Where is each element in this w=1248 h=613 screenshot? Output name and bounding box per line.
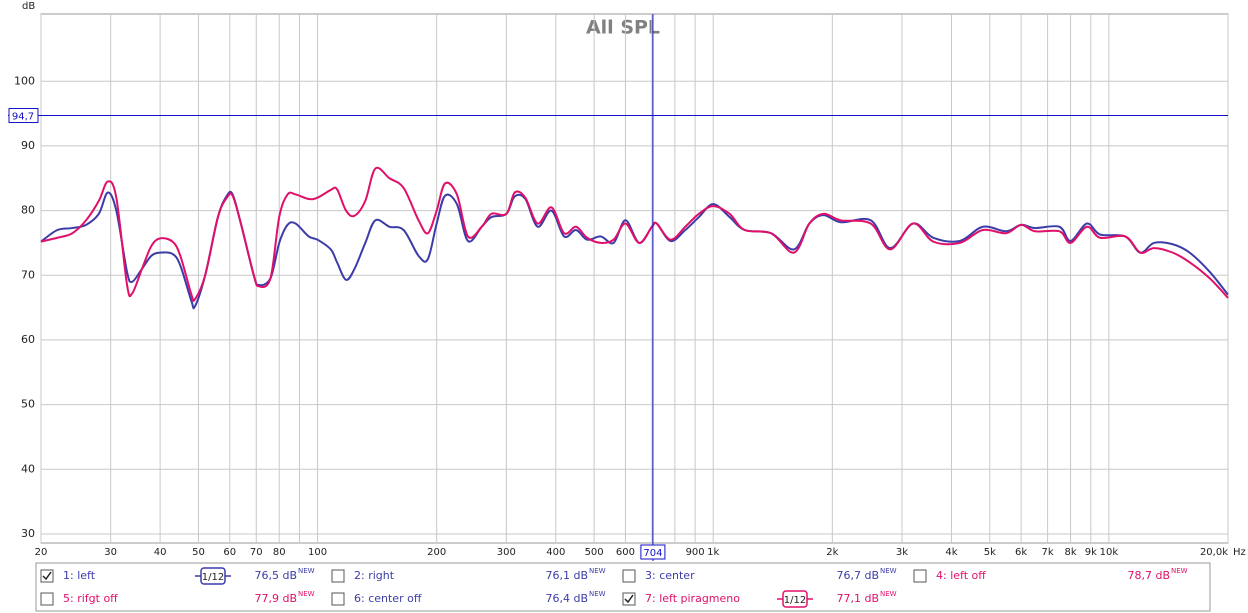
series-line (40, 190, 1229, 310)
x-tick-label: 600 (616, 547, 635, 558)
x-tick-label: 200 (427, 547, 446, 558)
series-line (40, 166, 1229, 303)
x-tick-label: 6k (1015, 547, 1027, 558)
trace-level: 76,7 dB (836, 569, 879, 582)
y-axis-label: dB (22, 1, 35, 12)
x-tick-label: 2k (826, 547, 838, 558)
smoothing-icon (782, 590, 808, 608)
y-tick-label: 70 (21, 268, 35, 281)
trace-tag: NEW (298, 590, 315, 598)
trace-tag: NEW (880, 567, 897, 575)
trace-tag: NEW (589, 590, 606, 598)
y-tick-label: 50 (21, 398, 35, 411)
trace-name[interactable]: 1: left (63, 569, 96, 582)
trace-level: 76,4 dB (545, 592, 588, 605)
chart-title: All SPL (586, 17, 660, 39)
x-tick-label: 5k (984, 547, 996, 558)
y-tick-label: 80 (21, 204, 35, 217)
trace-level: 78,7 dB (1127, 569, 1170, 582)
trace-name[interactable]: 7: left piragmeno (645, 592, 740, 605)
trace-checkbox[interactable] (913, 569, 927, 583)
trace-name[interactable]: 5: rifgt off (63, 592, 118, 605)
x-axis-label: Hz (1233, 547, 1246, 558)
trace-checkbox[interactable] (331, 592, 345, 606)
smoothing-label[interactable]: 1/12 (784, 595, 806, 606)
trace-tag: NEW (1171, 567, 1188, 575)
y-tick-label: 100 (14, 74, 35, 87)
x-tick-label: 20,0k (1200, 547, 1228, 558)
plot-area (40, 13, 1229, 544)
x-tick-label: 50 (192, 547, 205, 558)
x-tick-label: 300 (497, 547, 516, 558)
smoothing-label[interactable]: 1/12 (202, 572, 224, 583)
cursor-x-label: 704 (643, 548, 662, 559)
cursor-y-label: 94,7 (12, 112, 34, 123)
trace-level: 77,9 dB (254, 592, 297, 605)
x-tick-label: 900 (686, 547, 705, 558)
x-tick-label: 100 (308, 547, 327, 558)
trace-name[interactable]: 2: right (354, 569, 395, 582)
x-tick-label: 9k (1085, 547, 1097, 558)
cursor-label-box (640, 544, 666, 560)
x-tick-label: 10k (1100, 547, 1119, 558)
y-tick-label: 30 (21, 527, 35, 540)
x-tick-label: 8k (1064, 547, 1076, 558)
x-tick-label: 4k (945, 547, 957, 558)
smoothing-icon (200, 567, 226, 585)
x-tick-label: 1k (707, 547, 719, 558)
x-tick-label: 500 (585, 547, 604, 558)
x-tick-label: 7k (1042, 547, 1054, 558)
trace-level: 76,5 dB (254, 569, 297, 582)
trace-checkbox[interactable] (40, 569, 54, 583)
trace-checkbox[interactable] (622, 592, 636, 606)
x-tick-label: 60 (223, 547, 236, 558)
y-tick-label: 90 (21, 139, 35, 152)
x-tick-label: 40 (154, 547, 167, 558)
trace-tag: NEW (589, 567, 606, 575)
trace-tag: NEW (298, 567, 315, 575)
trace-name[interactable]: 4: left off (936, 569, 986, 582)
checkmark (42, 571, 52, 581)
x-tick-label: 70 (250, 547, 263, 558)
x-tick-label: 3k (896, 547, 908, 558)
trace-checkbox[interactable] (622, 569, 636, 583)
trace-level: 77,1 dB (836, 592, 879, 605)
trace-name[interactable]: 3: center (645, 569, 695, 582)
trace-checkbox[interactable] (331, 569, 345, 583)
y-tick-label: 40 (21, 462, 35, 475)
x-tick-label: 30 (104, 547, 117, 558)
checkmark (624, 594, 634, 604)
trace-tag: NEW (880, 590, 897, 598)
trace-level: 76,1 dB (545, 569, 588, 582)
cursor-label-box (8, 108, 39, 124)
trace-name[interactable]: 6: center off (354, 592, 422, 605)
y-tick-label: 60 (21, 333, 35, 346)
x-tick-label: 20 (35, 547, 48, 558)
x-tick-label: 80 (273, 547, 286, 558)
trace-checkbox[interactable] (40, 592, 54, 606)
x-tick-label: 400 (546, 547, 565, 558)
